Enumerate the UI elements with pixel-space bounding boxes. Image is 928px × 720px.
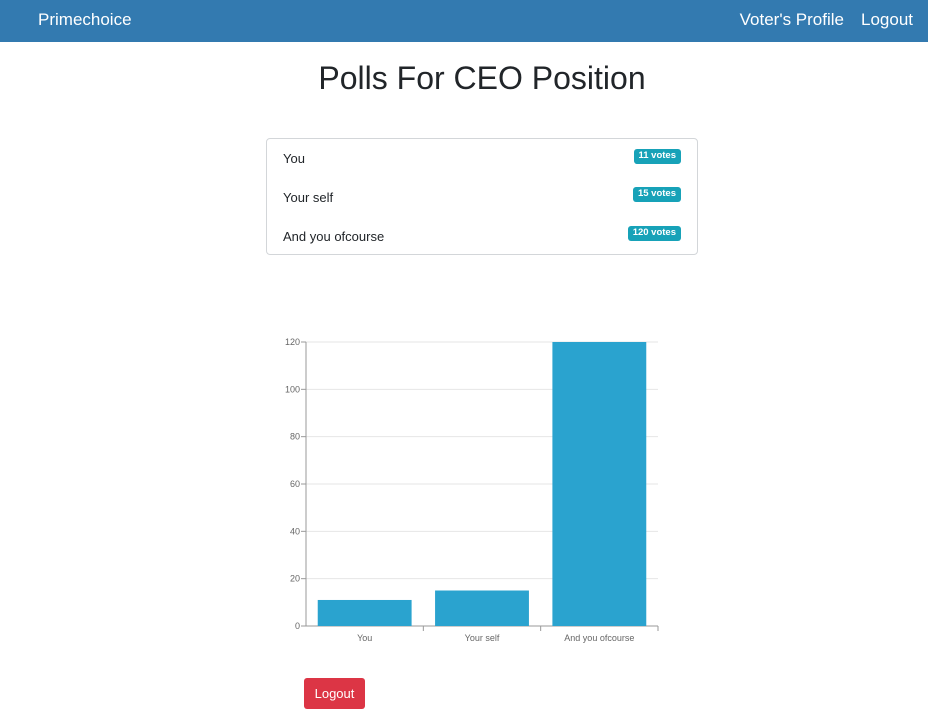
logout-button[interactable]: Logout <box>304 678 365 709</box>
brand-link[interactable]: Primechoice <box>38 10 132 29</box>
list-item: You 11 votes <box>267 139 697 178</box>
list-item: Your self 15 votes <box>267 178 697 217</box>
bar <box>317 599 412 626</box>
y-tick-label: 120 <box>285 337 300 347</box>
vote-count-badge: 120 votes <box>627 226 681 241</box>
poll-list: You 11 votes Your self 15 votes And you … <box>266 138 698 255</box>
bar <box>552 342 647 626</box>
x-tick-label: You <box>357 633 372 643</box>
nav-logout-link[interactable]: Logout <box>861 10 913 29</box>
bar <box>435 590 529 626</box>
y-tick-label: 40 <box>290 526 300 536</box>
poll-option-label: Your self <box>283 190 334 205</box>
poll-option-label: And you ofcourse <box>283 229 385 244</box>
y-tick-label: 80 <box>290 432 300 442</box>
x-tick-label: Your self <box>465 633 500 643</box>
nav-links: Voter's Profile Logout <box>740 10 913 30</box>
y-tick-label: 20 <box>290 574 300 584</box>
vote-count-badge: 11 votes <box>633 149 681 164</box>
vote-count-badge: 15 votes <box>632 187 681 202</box>
y-tick-label: 60 <box>290 479 300 489</box>
list-item: And you ofcourse 120 votes <box>267 217 697 256</box>
page-title: Polls For CEO Position <box>318 60 646 96</box>
vote-bar-chart: 0 20 40 60 80 100 120 You Your self And you ofcou… <box>285 337 659 643</box>
y-tick-label: 0 <box>295 621 300 631</box>
y-tick-label: 100 <box>285 384 300 394</box>
navbar: Primechoice Voter's Profile Logout <box>0 0 928 42</box>
x-tick-label: And you ofcourse <box>564 633 634 643</box>
poll-option-label: You <box>283 151 305 166</box>
voters-profile-link[interactable]: Voter's Profile <box>739 10 844 29</box>
